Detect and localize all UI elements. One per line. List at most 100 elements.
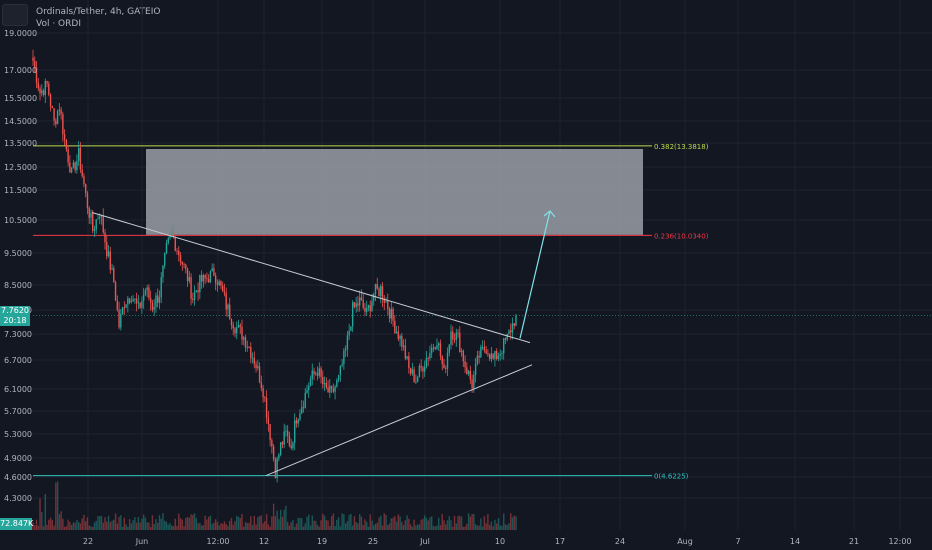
candle-body (141, 300, 143, 308)
candle-body (325, 383, 328, 388)
time-tick-label: 25 (368, 537, 378, 546)
candle-body (58, 109, 61, 112)
candle-body (262, 388, 264, 398)
volume-bar (139, 522, 141, 530)
volume-bar (269, 526, 271, 530)
volume-bar (248, 522, 250, 530)
candle-body (415, 381, 417, 383)
fib-levels[interactable]: 0.382(13.3818) 0.236(10.0340) 0(4.6225) (33, 143, 932, 481)
candle-body (450, 331, 452, 345)
candle-body (290, 445, 292, 449)
candle-body (244, 337, 247, 348)
candle-body (438, 343, 440, 346)
volume-bar (443, 520, 445, 530)
volume-bar (211, 524, 213, 530)
price-tick-label: 5.3000 (4, 430, 32, 439)
trendlines[interactable] (91, 210, 556, 477)
volume-bar (106, 521, 108, 530)
candle-body (420, 365, 422, 368)
candle-body (285, 430, 287, 432)
candle-body (281, 442, 284, 445)
candle-body (448, 344, 450, 353)
volume-bar (192, 514, 194, 530)
candle-body (488, 354, 491, 359)
candle-body (139, 302, 141, 308)
volume-bar (315, 521, 317, 530)
volume-bar (243, 526, 245, 530)
candle-body (186, 268, 189, 282)
candle-body (443, 363, 445, 369)
candle-body (503, 338, 505, 354)
upper-trendline[interactable] (91, 212, 531, 344)
symbol-title[interactable]: Ordinals/Tether, 4h, GATEIO (36, 7, 161, 17)
fib-level-0382-label: 0.382(13.3818) (654, 143, 709, 151)
candle-body (128, 298, 131, 303)
candle-body (508, 330, 510, 334)
target-zone[interactable] (146, 149, 643, 235)
volume-indicator-label[interactable]: Vol · ORDI (36, 19, 81, 29)
volume-bar (278, 519, 280, 530)
candle-body (459, 332, 461, 353)
lower-trendline[interactable] (265, 364, 533, 477)
candle-body (485, 350, 487, 354)
candle-body (374, 284, 377, 294)
volume-bar (144, 517, 147, 530)
volume-bar (364, 519, 366, 530)
volume-bar (511, 517, 514, 530)
candle-body (271, 440, 273, 447)
projection-arrow[interactable] (519, 210, 551, 339)
candle-body (56, 111, 59, 125)
candle-body (422, 367, 424, 372)
candle-body (371, 300, 373, 312)
candle-body (232, 325, 234, 329)
volume-bar (220, 523, 222, 530)
candle-body (471, 379, 473, 389)
candle-body (413, 369, 415, 382)
volume-bar (325, 519, 328, 530)
volume-bar (114, 513, 117, 530)
volume-bar (306, 516, 308, 530)
volume-bar (467, 513, 470, 530)
volume-bar (341, 513, 343, 530)
candle-body (297, 419, 299, 424)
candle-body (220, 281, 222, 286)
price-axis[interactable]: 19.0000 17.0000 15.5000 14.5000 13.5000 12.50… (4, 29, 37, 503)
candle-body (385, 301, 387, 303)
candles (32, 49, 517, 483)
candle-body (257, 366, 259, 369)
candle-body (79, 147, 82, 170)
candle-body (190, 277, 192, 299)
volume-bar (473, 513, 475, 530)
volume-bar (411, 526, 414, 530)
candle-body (446, 352, 449, 369)
price-tick-label: 14.5000 (4, 117, 37, 126)
candle-body (293, 420, 296, 443)
target-zone-box[interactable] (146, 149, 643, 235)
candle-body (367, 305, 370, 308)
candle-body (304, 392, 306, 408)
volume-bar (337, 517, 340, 530)
volume-bar (503, 513, 505, 530)
candle-body (418, 365, 421, 377)
candle-body (322, 376, 324, 385)
candle-body (462, 350, 465, 362)
candle-body (360, 297, 363, 301)
volume-bar (188, 517, 191, 530)
candle-body (494, 351, 496, 359)
candle-body (243, 337, 245, 340)
volume-bar (49, 517, 52, 530)
candle-body (483, 346, 486, 351)
symbol-logo[interactable] (2, 4, 28, 26)
volume-bar (88, 525, 90, 530)
candle-body (99, 216, 101, 219)
volume-bar (309, 525, 312, 530)
candle-body (214, 275, 217, 283)
volume-bar (492, 526, 494, 530)
volume-bar (262, 523, 264, 530)
volume-bar (318, 526, 320, 530)
time-axis[interactable]: 22 Jun 12:00 12 19 25 Jul 10 17 24 Aug 7 14 21 12:00 (0, 530, 932, 550)
candle-body (344, 349, 347, 351)
volume-bar (199, 523, 201, 530)
volume-bar (41, 512, 43, 530)
